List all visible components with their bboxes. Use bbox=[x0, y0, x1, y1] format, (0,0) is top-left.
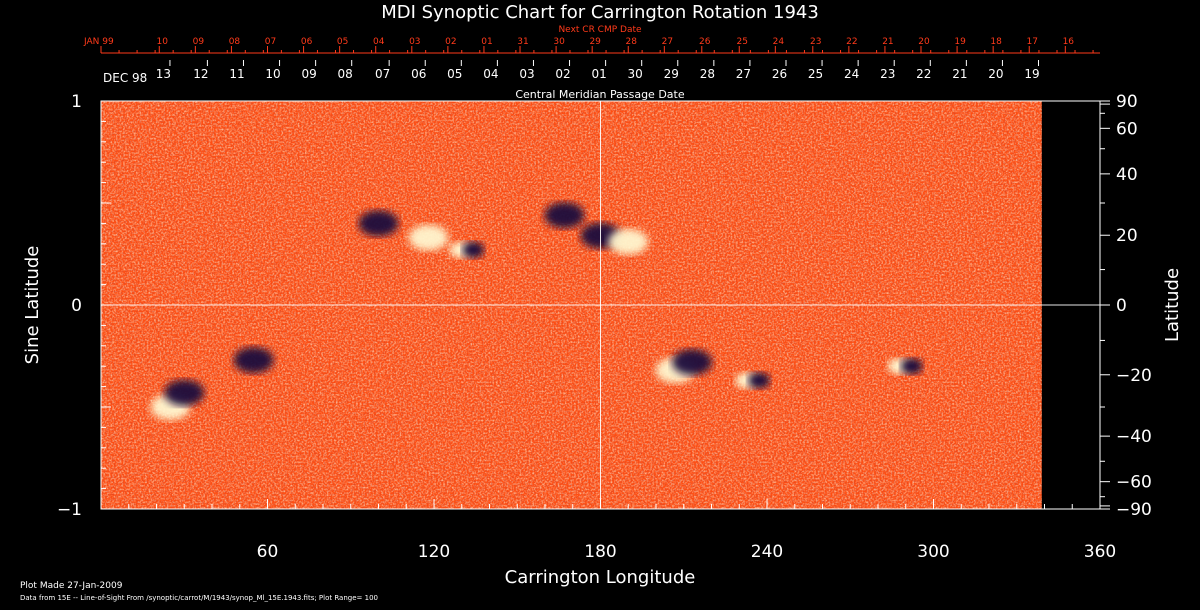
next-cr-date-label: 04 bbox=[373, 37, 385, 47]
active-region-negative bbox=[164, 379, 205, 406]
active-region-negative bbox=[900, 358, 923, 375]
y-axis-label-right: Latitude bbox=[1162, 268, 1183, 342]
y-left-tick-label: 0 bbox=[71, 296, 82, 316]
next-cr-date-label: 02 bbox=[445, 37, 456, 47]
cmp-date-label: 06 bbox=[411, 67, 426, 81]
cmp-date-label: 28 bbox=[700, 67, 715, 81]
y-left-tick-label: 1 bbox=[71, 92, 82, 112]
next-cr-date-label: 10 bbox=[157, 37, 169, 47]
active-region-negative bbox=[672, 349, 713, 376]
next-cr-date-label: 24 bbox=[773, 37, 785, 47]
active-region-negative bbox=[748, 372, 771, 389]
y-right-tick-label: 90 bbox=[1116, 92, 1138, 112]
next-cr-date-label: 27 bbox=[662, 37, 673, 47]
cmp-date-label: 13 bbox=[156, 67, 171, 81]
cmp-date-label: 10 bbox=[265, 67, 280, 81]
cmp-date-label: 12 bbox=[193, 67, 208, 81]
y-right-tick-label: −60 bbox=[1116, 473, 1152, 493]
cmp-date-label: 19 bbox=[1024, 67, 1039, 81]
footer-made: Plot Made 27-Jan-2009 bbox=[20, 581, 123, 591]
cmp-date-label: 08 bbox=[338, 67, 353, 81]
cmp-date-label: 11 bbox=[229, 67, 244, 81]
next-cr-date-label: 21 bbox=[882, 37, 893, 47]
next-cr-date-label: 30 bbox=[553, 37, 565, 47]
y-axis-right: 90 60 40 20 0 −20 −40 −60 −90 bbox=[1100, 92, 1152, 520]
cmp-date-label: 27 bbox=[736, 67, 751, 81]
cmp-date-label: 21 bbox=[952, 67, 967, 81]
next-cr-date-label: 18 bbox=[990, 37, 1002, 47]
next-cr-date-label: 06 bbox=[301, 37, 313, 47]
active-region-positive bbox=[608, 228, 649, 255]
next-cr-date-label: 09 bbox=[193, 37, 205, 47]
next-cr-date-axis: JAN 99 10 09 08 07 06 05 04 03 02 01 31 30 29 28 27 26 25… bbox=[83, 37, 1100, 54]
y-right-tick-label: 20 bbox=[1116, 226, 1138, 246]
cmp-date-label: 24 bbox=[844, 67, 859, 81]
y-left-tick-label: −1 bbox=[57, 500, 82, 520]
y-right-tick-label: −20 bbox=[1116, 366, 1152, 386]
x-tick-label: 360 bbox=[1084, 542, 1116, 562]
cmp-date-label: 09 bbox=[301, 67, 316, 81]
y-right-tick-label: −40 bbox=[1116, 427, 1152, 447]
x-axis: 60 120 180 240 300 360 bbox=[100, 499, 1116, 562]
next-cr-date-label: 03 bbox=[409, 37, 420, 47]
cmp-date-label: 29 bbox=[664, 67, 679, 81]
top-axis-label: Central Meridian Passage Date bbox=[515, 88, 684, 101]
next-cr-date-label: 31 bbox=[517, 37, 528, 47]
next-cr-date-label: 08 bbox=[229, 37, 241, 47]
next-cr-date-label: JAN 99 bbox=[83, 37, 114, 47]
active-region-negative bbox=[233, 347, 274, 374]
next-cr-date-label: 20 bbox=[918, 37, 930, 47]
y-right-tick-label: 0 bbox=[1116, 296, 1127, 316]
cmp-date-label: 05 bbox=[447, 67, 462, 81]
cmp-date-label: 07 bbox=[375, 67, 390, 81]
cmp-date-label: 01 bbox=[591, 67, 606, 81]
footer-source: Data from 15E -- Line-of-Sight From /syn… bbox=[20, 594, 378, 602]
cmp-date-axis: DEC 98 13 12 11 10 09 08 07 06 05 04 03 02 01 30 29 28 27… bbox=[103, 60, 1040, 85]
active-region-positive bbox=[408, 224, 449, 251]
y-right-tick-label: 60 bbox=[1116, 119, 1138, 139]
next-cr-date-label: 25 bbox=[737, 37, 748, 47]
next-cr-date-label: 05 bbox=[337, 37, 348, 47]
x-tick-label: 120 bbox=[418, 542, 450, 562]
cmp-date-label: 30 bbox=[628, 67, 643, 81]
cmp-date-label: 02 bbox=[555, 67, 570, 81]
next-cr-date-label: 29 bbox=[589, 37, 601, 47]
cmp-date-label: 20 bbox=[988, 67, 1003, 81]
next-cr-date-label: 19 bbox=[954, 37, 966, 47]
cmp-date-label: 03 bbox=[519, 67, 534, 81]
next-cr-date-label: 22 bbox=[846, 37, 857, 47]
next-cr-label: Next CR CMP Date bbox=[558, 25, 642, 35]
next-cr-date-label: 16 bbox=[1063, 37, 1075, 47]
cmp-date-label: 25 bbox=[808, 67, 823, 81]
cmp-date-label: 04 bbox=[483, 67, 498, 81]
next-cr-date-label: 07 bbox=[265, 37, 276, 47]
active-region-negative bbox=[462, 241, 485, 258]
next-cr-date-label: 26 bbox=[699, 37, 711, 47]
x-axis-label: Carrington Longitude bbox=[505, 567, 696, 588]
y-axis-label-left: Sine Latitude bbox=[22, 246, 43, 365]
next-cr-date-label: 23 bbox=[810, 37, 821, 47]
next-cr-date-label: 01 bbox=[481, 37, 492, 47]
next-cr-date-label: 28 bbox=[626, 37, 638, 47]
active-region-negative bbox=[544, 202, 585, 229]
x-tick-label: 300 bbox=[917, 542, 949, 562]
x-tick-label: 240 bbox=[751, 542, 783, 562]
active-region-negative bbox=[358, 210, 399, 237]
cmp-date-label: 23 bbox=[880, 67, 895, 81]
cmp-date-label: 26 bbox=[772, 67, 787, 81]
active-regions bbox=[150, 202, 923, 420]
cmp-date-label: 22 bbox=[916, 67, 931, 81]
y-right-tick-label: 40 bbox=[1116, 165, 1138, 185]
y-right-tick-label: −90 bbox=[1116, 500, 1152, 520]
cmp-date-label: DEC 98 bbox=[103, 71, 147, 85]
chart-title: MDI Synoptic Chart for Carrington Rotati… bbox=[381, 2, 819, 23]
x-tick-label: 180 bbox=[584, 542, 616, 562]
y-axis-left: 1 0 −1 bbox=[57, 92, 111, 520]
x-tick-label: 60 bbox=[257, 542, 279, 562]
next-cr-date-label: 17 bbox=[1027, 37, 1038, 47]
